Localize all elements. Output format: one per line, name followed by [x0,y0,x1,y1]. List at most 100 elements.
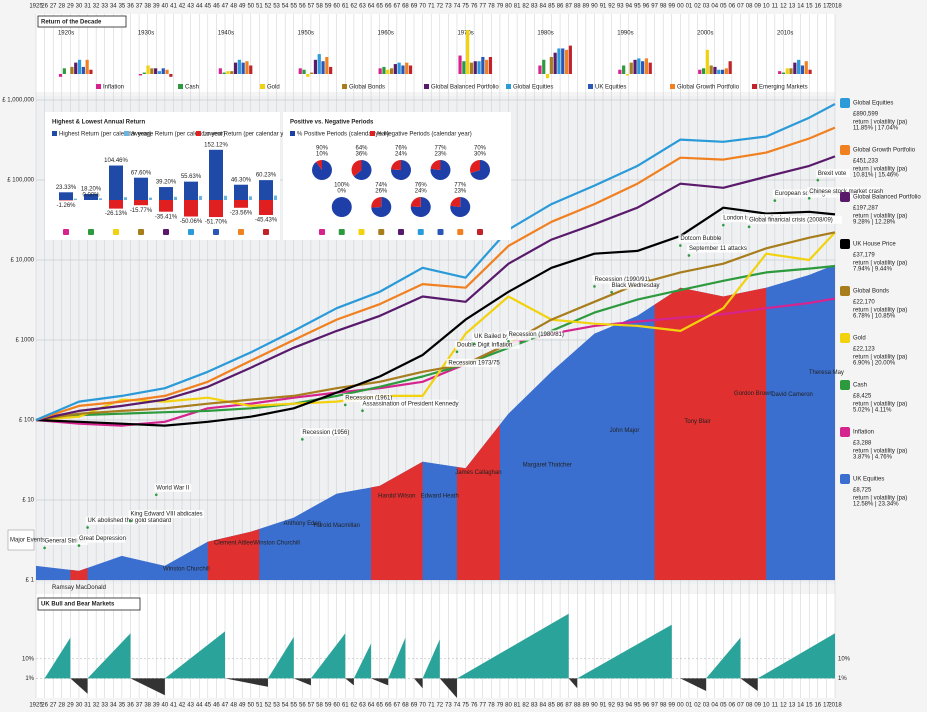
x-tick-label: 11 [772,4,779,10]
legend-label: % Negative Periods (calendar year) [377,132,472,138]
x-tick-label: 67 [393,703,400,709]
value-label: -35.41% [155,214,178,220]
event-label: Dotcom Bubble [680,236,722,242]
x-tick-label: 88 [574,703,581,709]
event-label: Double Digit Inflation [457,342,512,348]
x-tick-label: 37 [136,703,143,709]
asset-icon [138,229,144,235]
asset-icon [378,229,384,235]
value-label: -51.70% [205,220,228,226]
x-tick-label: 64 [368,703,375,709]
decade-label: 2000s [697,31,713,37]
decade-bar [466,30,469,74]
x-tick-label: 94 [625,4,632,10]
decade-bar [325,57,328,74]
event-marker [748,226,751,229]
x-tick-label: 46 [213,703,220,709]
x-tick-label: 50 [247,4,254,10]
x-tick-label: 62 [351,703,358,709]
x-tick-label: 12 [780,703,787,709]
x-tick-label: 81 [514,4,521,10]
x-tick-label: 72 [436,4,443,10]
decade-bar [717,70,720,74]
decade-bar [379,68,382,74]
event-marker [344,404,347,407]
x-tick-label: 79 [497,4,504,10]
return-bar [159,187,173,200]
x-tick-label: 03 [703,703,710,709]
decade-bar [401,65,404,74]
legend-stats: 7.94% | 9.44% [853,267,893,273]
x-tick-label: 09 [754,4,761,10]
event-marker [679,244,682,247]
decade-bar [234,63,237,74]
x-tick-label: 55 [290,4,297,10]
legend-label: UK Equities [595,85,626,91]
x-tick-label: 78 [488,703,495,709]
x-tick-label: 96 [643,703,650,709]
decade-bar [477,61,480,74]
decade-bar [226,71,229,74]
x-tick-label: 47 [222,703,229,709]
x-tick-label: 87 [565,703,572,709]
x-tick-label: 32 [93,4,100,10]
x-tick-label: 93 [617,4,624,10]
decade-bar [618,70,621,74]
legend-name: Global Growth Portfolio [853,148,916,154]
x-tick-label: 98 [660,703,667,709]
prime-minister-label: Margaret Thatcher [523,462,572,468]
value-label: 104.46% [104,158,128,164]
legend-swatch [178,84,183,89]
x-tick-label: 58 [316,703,323,709]
event-marker [447,369,450,372]
event-marker [43,547,46,550]
x-tick-label: 62 [351,4,358,10]
decade-bar [470,63,473,74]
asset-icon [263,229,269,235]
decade-label: 1990s [617,31,633,37]
value-label: 60.23% [256,173,277,179]
event-marker [361,409,364,412]
x-tick-label: 77 [479,4,486,10]
decade-bar [63,68,66,74]
x-tick-label: 80 [505,703,512,709]
decade-bar [725,68,728,74]
legend-stats: 11.85% | 17.04% [853,126,899,132]
x-tick-label: 73 [445,703,452,709]
x-tick-label: 87 [565,4,572,10]
decade-bar [318,54,321,74]
decade-bar [633,60,636,74]
decade-bar [786,68,789,74]
legend-end-value: £451,233 [853,159,879,165]
event-marker [78,544,81,547]
legend-name: Global Balanced Portfolio [853,195,921,201]
y-tick-label: £ 100 [19,418,35,424]
value-label: 23% [454,189,467,195]
x-tick-label: 05 [720,4,727,10]
x-tick-label: 41 [170,703,177,709]
x-tick-label: 61 [342,703,349,709]
x-tick-label: 99 [668,703,675,709]
decade-bar [645,58,648,74]
legend-stats: 9.28% | 12.28% [853,220,896,226]
decade-bar [702,68,705,74]
x-tick-label: 37 [136,4,143,10]
decade-bar [649,63,652,74]
legend-name: Inflation [853,430,874,436]
y-tick-label: £ 100,000 [7,178,34,184]
decade-bar [321,61,324,74]
x-tick-label: 71 [428,4,435,10]
decade-bar [550,57,553,74]
event-marker [86,526,89,529]
legend-end-value: £8,425 [853,394,872,400]
legend-end-value: £197,287 [853,206,879,212]
x-tick-label: 49 [239,4,246,10]
prime-minister-label: Edward Heath [421,493,459,499]
legend-label: Global Bonds [349,85,385,91]
x-tick-label: 94 [625,703,632,709]
x-tick-label: 86 [557,703,564,709]
value-label: 26% [375,189,388,195]
decade-bar [386,70,389,74]
event-label: Recession 1973/75 [448,360,500,366]
x-tick-label: 60 [333,703,340,709]
